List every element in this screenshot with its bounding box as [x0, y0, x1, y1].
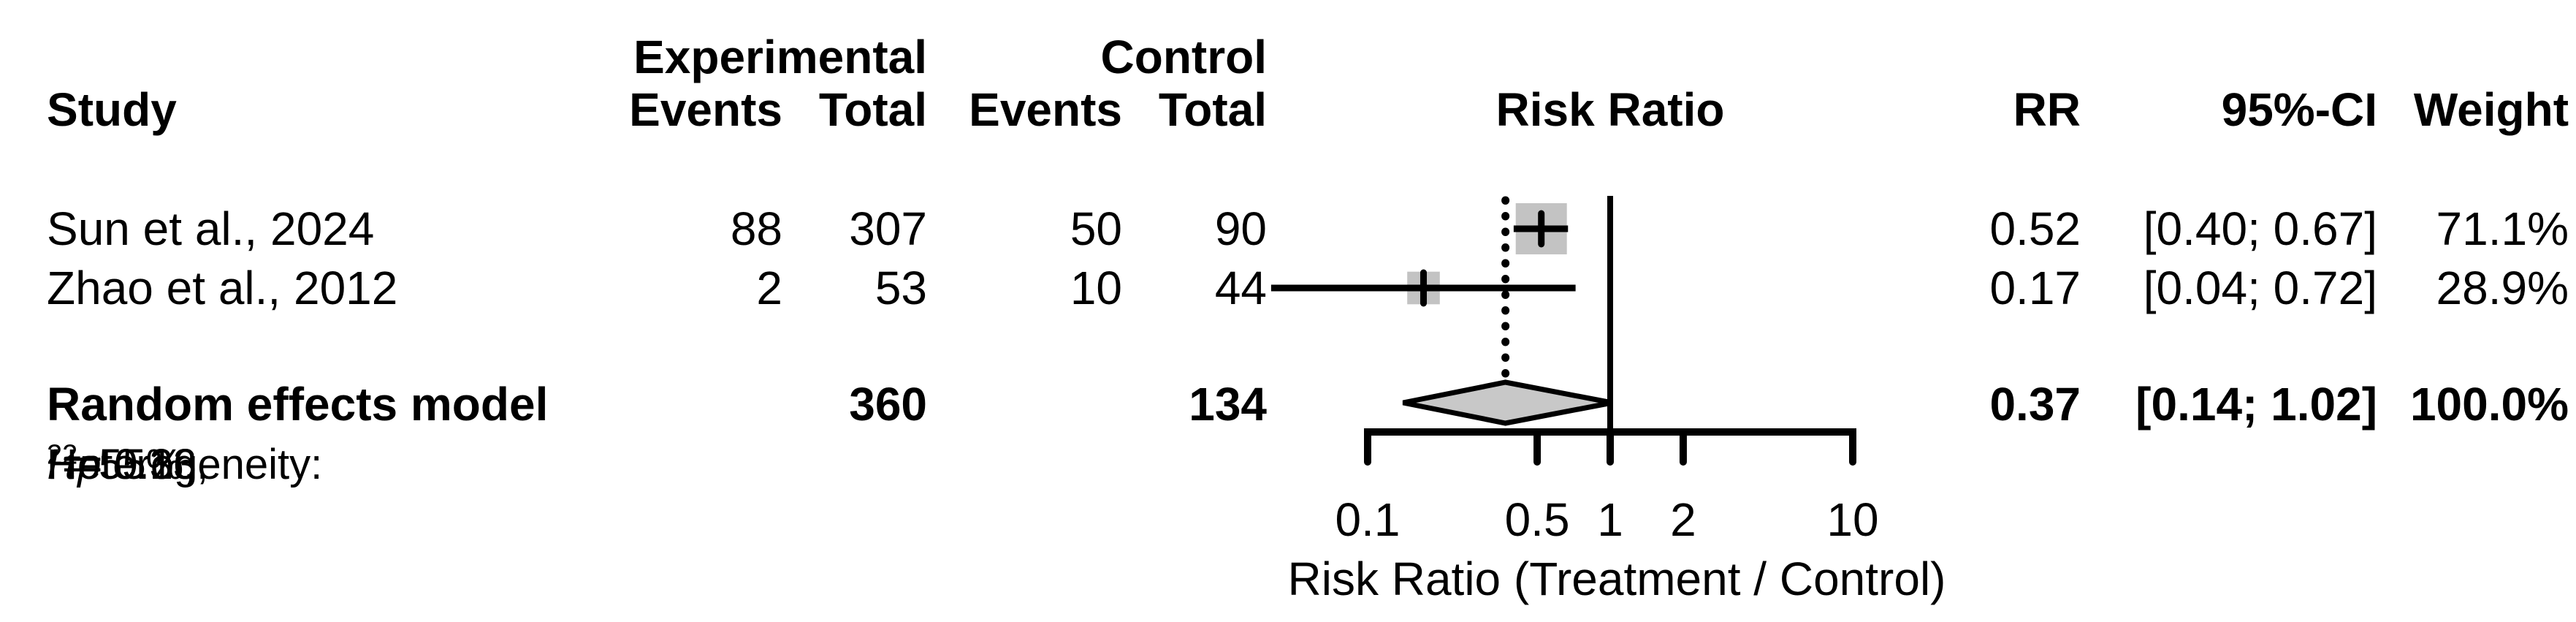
control-events-value: 10	[1070, 262, 1122, 314]
group-header-row: Experimental Control	[0, 28, 2576, 86]
experimental-total-value: 53	[874, 262, 927, 314]
experimental-events-value: 88	[730, 202, 782, 255]
pooled-ci-value: [0.14; 1.02]	[2135, 378, 2377, 431]
control-total-value: 90	[1214, 202, 1267, 255]
experimental-events-value: 2	[756, 262, 782, 314]
pooled-control-total: 134	[1189, 378, 1267, 431]
study-name: Zhao et al., 2012	[47, 262, 398, 314]
axis-tick-label: 10	[1826, 493, 1878, 546]
axis-tick-label: 0.5	[1505, 493, 1570, 546]
control-group-header: Control	[1100, 31, 1268, 83]
control-total-value: 44	[1214, 262, 1267, 314]
weight-value: 71.1%	[2436, 202, 2569, 255]
weight-value: 28.9%	[2436, 262, 2569, 314]
experimental-total-header: Total	[818, 83, 927, 136]
pooled-model-label: Random effects model	[47, 378, 549, 431]
study-column-header: Study	[47, 83, 177, 136]
study-name: Sun et al., 2024	[47, 202, 375, 255]
control-events-header: Events	[969, 83, 1122, 136]
pooled-row: Random effects model 360 134 0.37 [0.14;…	[0, 375, 2576, 433]
p-value-symbol: p	[77, 441, 102, 488]
i-squared-symbol: I	[47, 441, 59, 488]
axis-tick-label: 0.1	[1335, 493, 1401, 546]
ci-value: [0.40; 0.67]	[2143, 202, 2377, 255]
pooled-effect-diamond	[1402, 379, 1613, 426]
rr-value: 0.17	[1989, 262, 2081, 314]
study-row: Zhao et al., 2012 2 53 10 44 0.17 [0.04;…	[0, 259, 2576, 317]
rr-value: 0.52	[1989, 202, 2081, 255]
axis-tick-label: 1	[1597, 493, 1623, 546]
pooled-rr-value: 0.37	[1989, 378, 2081, 431]
control-events-value: 50	[1070, 202, 1122, 255]
experimental-total-value: 307	[849, 202, 927, 255]
ci-column-header: 95%-CI	[2221, 83, 2377, 136]
study-row: Sun et al., 2024 88 307 50 90 0.52 [0.40…	[0, 200, 2576, 258]
ci-value: [0.04; 0.72]	[2143, 262, 2377, 314]
plot-column-header: Risk Ratio	[1495, 83, 1725, 136]
experimental-group-header: Experimental	[633, 31, 927, 83]
x-axis-title: Risk Ratio (Treatment / Control)	[1288, 553, 1946, 605]
pooled-experimental-total: 360	[849, 378, 927, 431]
weight-column-header: Weight	[2413, 83, 2569, 136]
axis-tick-label: 2	[1670, 493, 1696, 546]
experimental-events-header: Events	[629, 83, 782, 136]
tau-squared-symbol: τ	[62, 441, 78, 488]
column-header-row: Study Events Total Events Total Risk Rat…	[0, 80, 2576, 139]
rr-column-header: RR	[2013, 83, 2081, 136]
pooled-weight-value: 100.0%	[2409, 378, 2569, 431]
control-total-header: Total	[1158, 83, 1267, 136]
